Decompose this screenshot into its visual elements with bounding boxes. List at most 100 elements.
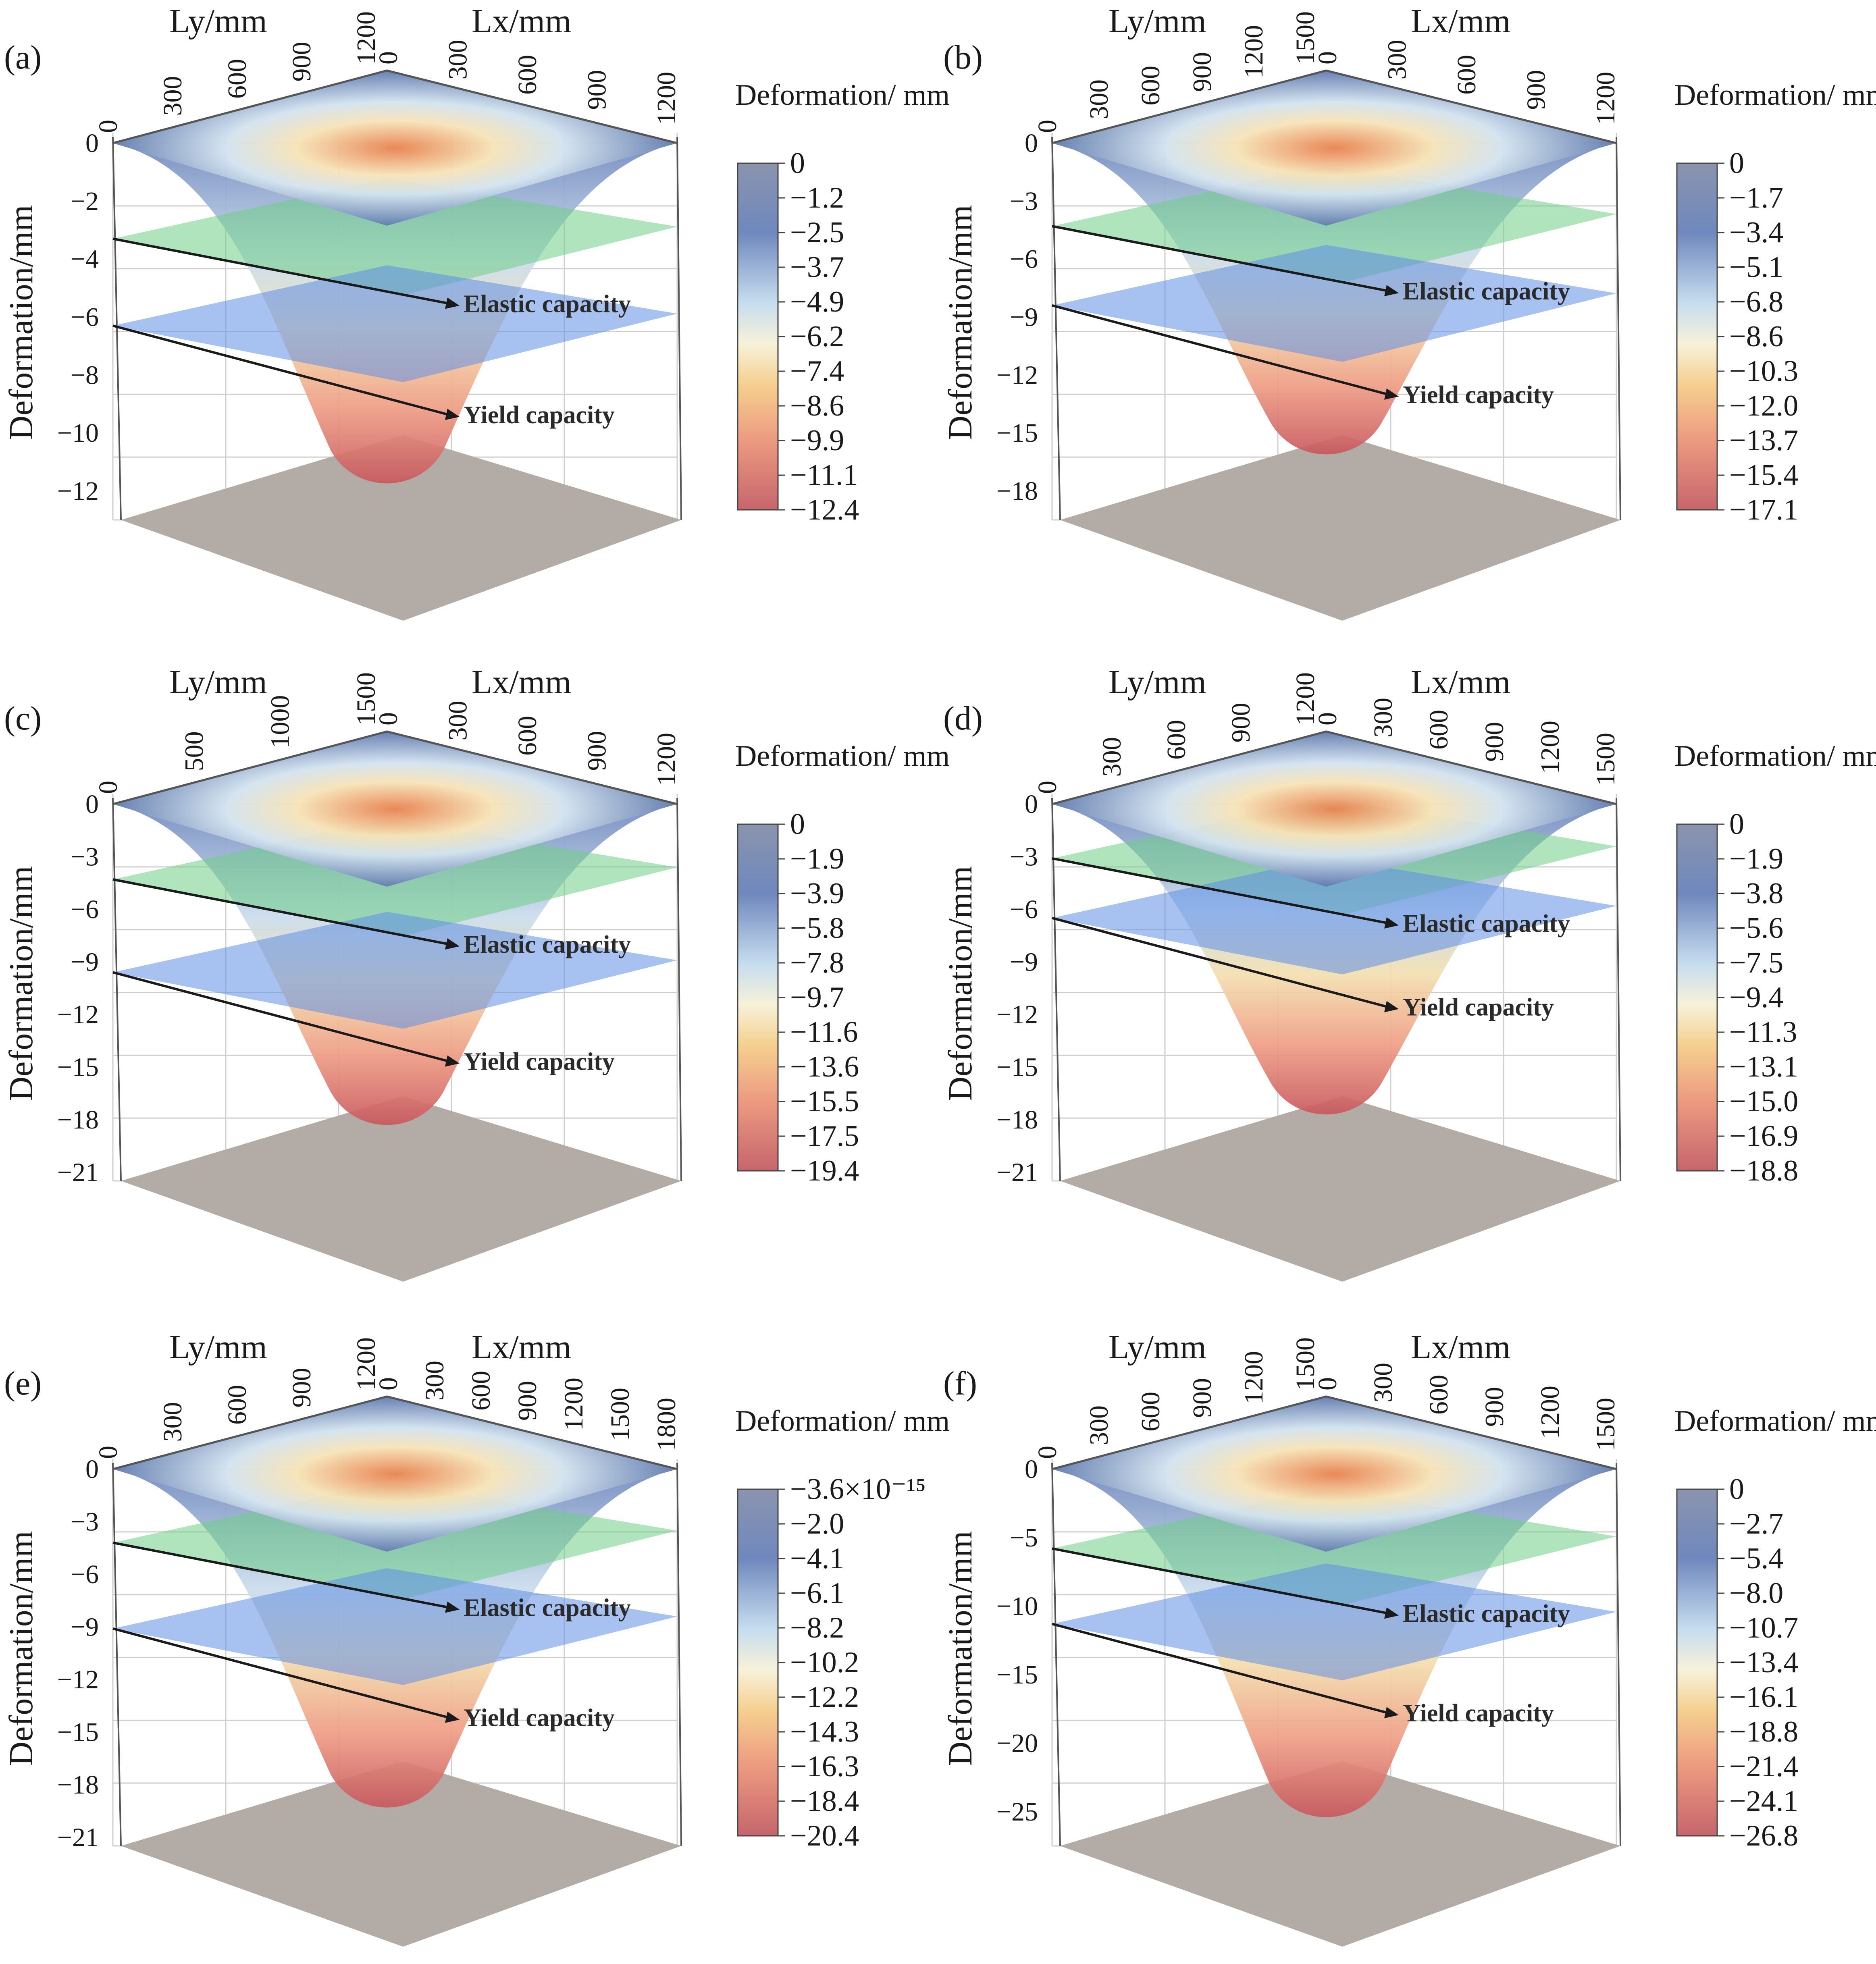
colorbar-tick-label: −11.1 xyxy=(790,459,858,492)
right-axis-line xyxy=(676,137,682,520)
colorbar-tick-label: −13.6 xyxy=(790,1050,859,1083)
colorbar-title: Deformation/ mm xyxy=(1674,79,1876,112)
panel-label: (c) xyxy=(4,700,42,737)
z-tick-label: −18 xyxy=(57,1770,99,1800)
z-axis-title: Deformation/mm xyxy=(2,866,40,1101)
ly-axis-title: Ly/mm xyxy=(169,1328,267,1366)
z-tick-label: −6 xyxy=(71,895,99,924)
right-axis-line xyxy=(1616,1463,1621,1846)
panel-a: Elastic capacity Yield capacity 0 −2 −4 −6 −8 −… xyxy=(2,2,950,621)
panel-e: Elastic capacity Yield capacity 0 −3 −6 −9 −12… xyxy=(2,1328,950,1947)
top-surface xyxy=(1052,732,1616,887)
z-tick-label: −3 xyxy=(71,1507,99,1536)
z-axis-title: Deformation/mm xyxy=(942,1531,979,1766)
capacity-arrow xyxy=(1052,1547,1387,1615)
z-tick-label: 0 xyxy=(85,790,99,819)
colorbar-tick-label: 0 xyxy=(1729,808,1744,841)
capacity-arrow xyxy=(112,324,448,416)
colorbar-tick-label: −15.4 xyxy=(1729,459,1798,492)
colorbar-tick-label: −6.1 xyxy=(790,1577,844,1610)
colorbar-tick-label: −17.1 xyxy=(1729,493,1798,526)
z-axis-title: Deformation/mm xyxy=(942,866,979,1101)
z-tick-label: −4 xyxy=(71,245,99,274)
colorbar-title: Deformation/ mm xyxy=(1674,740,1876,773)
panel-label: (d) xyxy=(943,700,983,737)
ly-tick-label: 600 xyxy=(1136,66,1165,106)
colorbar-tick-label: −5.6 xyxy=(1729,912,1783,945)
lx-tick-label: 1200 xyxy=(1535,721,1565,774)
lx-tick-label: 300 xyxy=(443,40,473,80)
colorbar-title: Deformation/ mm xyxy=(735,79,950,112)
capacity-arrow xyxy=(1052,1623,1387,1714)
z-axis-line xyxy=(112,1463,122,1846)
colorbar-tick-label: −21.4 xyxy=(1729,1750,1798,1783)
z-tick-label: −21 xyxy=(57,1823,99,1852)
lx-tick-label: 1500 xyxy=(1591,1398,1620,1451)
z-axis-line xyxy=(1051,798,1061,1181)
colorbar-tick-label: −20.4 xyxy=(790,1819,859,1852)
yield-capacity-label: Yield capacity xyxy=(1403,381,1554,409)
z-tick-label: 0 xyxy=(85,129,99,158)
colorbar-tick-label: −5.8 xyxy=(790,912,844,945)
top-surface xyxy=(1052,71,1616,226)
z-tick-label: −25 xyxy=(996,1797,1038,1827)
colorbar-tick-label: −9.9 xyxy=(790,424,844,457)
colorbar-tick-label: −1.9 xyxy=(1729,842,1783,875)
ly-tick-label: 1000 xyxy=(266,695,295,748)
ly-tick-label: 300 xyxy=(158,76,187,116)
panel-d: Elastic capacity Yield capacity 0 −3 −6 −9 −12… xyxy=(942,663,1876,1282)
ly-tick-label: 600 xyxy=(223,59,252,99)
colorbar-tick-label: −2.5 xyxy=(790,216,844,249)
colorbar-tick-label: −17.5 xyxy=(790,1120,859,1153)
colorbar-tick-label: −12.0 xyxy=(1729,389,1798,422)
z-tick-label: −6 xyxy=(71,1560,99,1589)
colorbar-tick-label: −1.9 xyxy=(790,842,844,875)
z-tick-label: −12 xyxy=(996,360,1038,390)
colorbar xyxy=(737,162,779,511)
colorbar-tick-label: −12.4 xyxy=(790,493,859,526)
colorbar-tick-label: −7.5 xyxy=(1729,946,1783,979)
ly-tick-label: 300 xyxy=(1097,737,1127,777)
colorbar-tick-label: −10.3 xyxy=(1729,355,1798,388)
arrow-head xyxy=(1384,1607,1399,1619)
colorbar-tick-label: −3.8 xyxy=(1729,877,1783,910)
ly-tick-label: 0 xyxy=(94,781,123,794)
yield-capacity-plane xyxy=(1052,1563,1616,1681)
z-tick-label: −15 xyxy=(996,1052,1038,1082)
capacity-arrow xyxy=(112,237,448,305)
z-tick-label: −3 xyxy=(71,842,99,871)
arrow-head xyxy=(445,1711,460,1723)
ly-tick-label: 0 xyxy=(1033,1446,1062,1459)
z-tick-label: −15 xyxy=(996,418,1038,448)
colorbar-tick-label: −6.8 xyxy=(1729,285,1783,318)
colorbar-tick-label: −8.2 xyxy=(790,1611,844,1644)
capacity-arrow xyxy=(112,971,448,1062)
colorbar-tick-label: −26.8 xyxy=(1729,1819,1798,1852)
capacity-arrow xyxy=(1052,304,1387,395)
panel-label: (a) xyxy=(4,39,42,76)
arrow-head xyxy=(445,1055,460,1067)
colorbar-tick-label: −9.4 xyxy=(1729,981,1783,1014)
colorbar-tick-label: 0 xyxy=(790,147,805,180)
capacity-arrow xyxy=(112,878,448,945)
colorbar-tick-label: −24.1 xyxy=(1729,1785,1798,1818)
ly-tick-label: 1500 xyxy=(1291,11,1320,64)
yield-capacity-plane xyxy=(113,265,677,382)
colorbar-tick-label: −13.1 xyxy=(1729,1050,1798,1083)
colorbar-tick-label: −12.2 xyxy=(790,1681,859,1714)
z-tick-label: −21 xyxy=(996,1158,1038,1187)
capacity-arrow xyxy=(1052,225,1387,292)
lx-tick-label: 0 xyxy=(374,1377,403,1390)
arrow-head xyxy=(1384,917,1399,929)
lx-tick-label: 0 xyxy=(374,51,403,64)
z-tick-label: −10 xyxy=(57,418,99,448)
z-tick-label: −10 xyxy=(996,1592,1038,1621)
colorbar-tick-label: −10.7 xyxy=(1729,1611,1798,1644)
top-edge xyxy=(1052,1395,1617,1470)
colorbar xyxy=(1676,162,1718,511)
z-axis-title: Deformation/mm xyxy=(2,205,40,440)
top-surface xyxy=(113,1397,677,1552)
z-tick-label: −6 xyxy=(1010,245,1038,274)
colorbar-tick-label: −15.5 xyxy=(790,1085,859,1118)
lx-tick-label: 900 xyxy=(582,70,612,110)
